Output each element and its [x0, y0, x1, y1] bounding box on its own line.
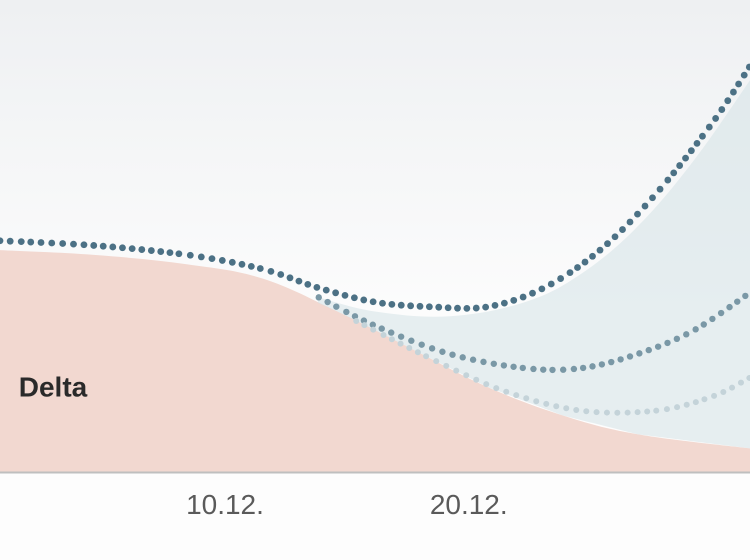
x-tick-label: 20.12. — [430, 489, 508, 520]
chart-svg: 10.12. 20.12. Delta — [0, 0, 750, 560]
x-tick-label: 10.12. — [186, 489, 264, 520]
delta-label: Delta — [19, 371, 88, 402]
chart-container: 10.12. 20.12. Delta — [0, 0, 750, 560]
